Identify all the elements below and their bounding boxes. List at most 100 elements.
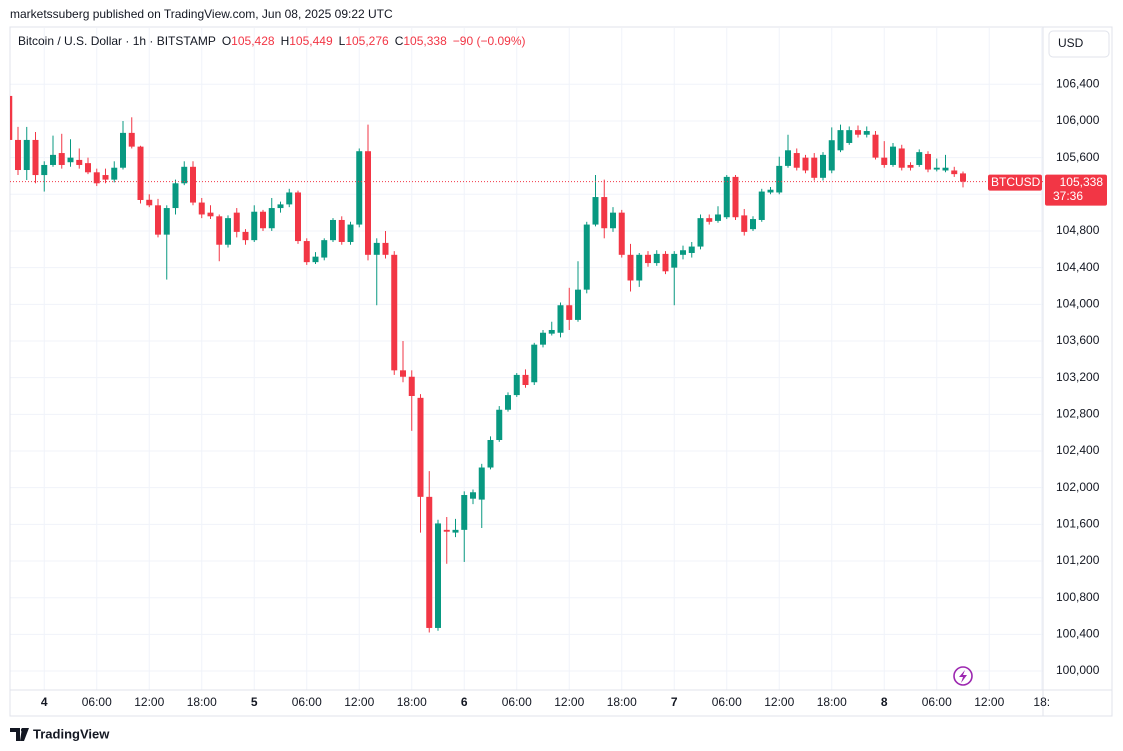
candle-body	[303, 241, 310, 263]
candle-body	[916, 152, 923, 165]
candle-body	[496, 409, 503, 441]
y-tick-label: 100,000	[1056, 663, 1100, 677]
candle-body	[802, 157, 809, 171]
price-tag-countdown: 37:36	[1053, 189, 1083, 203]
y-tick-label: 104,800	[1056, 223, 1100, 237]
candle-body	[758, 191, 765, 220]
candle-body	[76, 159, 83, 165]
candle-body	[513, 374, 520, 396]
candle-body	[548, 329, 555, 334]
legend-key: O	[222, 34, 231, 48]
x-tick-label: 12:00	[344, 695, 374, 709]
currency-label[interactable]: USD	[1058, 36, 1084, 50]
lightning-icon[interactable]	[953, 666, 973, 686]
symbol-tag-label: BTCUSD	[991, 175, 1041, 189]
candle-body	[15, 139, 21, 171]
candle-body	[610, 212, 616, 229]
candle-body	[408, 376, 415, 397]
icon-bolt[interactable]	[959, 670, 967, 683]
candle-body	[688, 246, 695, 253]
candle-body	[417, 397, 424, 497]
candle-body	[50, 154, 56, 165]
candle-body	[793, 153, 800, 168]
candle-body	[137, 146, 144, 200]
candle-body	[330, 219, 336, 241]
candle-body	[636, 254, 643, 281]
candle-body	[618, 212, 625, 255]
candle-body	[295, 192, 301, 242]
x-tick-label: 18:00	[607, 695, 637, 709]
candle-body	[321, 240, 328, 258]
candle-body	[566, 305, 573, 320]
x-tick-label: 12:00	[974, 695, 1004, 709]
candle-body	[785, 150, 791, 166]
candle-body	[163, 208, 170, 235]
logo-dot	[21, 728, 25, 732]
x-tick-label: 12:00	[134, 695, 164, 709]
candle-body	[102, 175, 109, 180]
candle-body	[426, 496, 433, 628]
candle-body	[155, 205, 161, 235]
x-tick-label: 4	[41, 695, 48, 709]
candle-body	[925, 153, 931, 170]
candle-body	[443, 529, 450, 532]
price-tag	[1045, 174, 1107, 206]
legend-value: 105,428	[231, 34, 275, 48]
candle-body	[365, 151, 371, 255]
candle-body	[373, 242, 380, 255]
candle-body	[767, 189, 774, 193]
candle-body	[111, 167, 118, 180]
icon-ring[interactable]	[953, 666, 973, 686]
candle-body	[951, 170, 958, 175]
candle-body	[452, 529, 459, 533]
publisher: marketssuberg published on TradingView.c…	[10, 7, 393, 21]
candle-body	[32, 139, 39, 176]
candle-body	[190, 166, 196, 203]
candle-body	[487, 440, 494, 468]
candle-body	[277, 204, 284, 209]
y-tick-label: 103,600	[1056, 333, 1100, 347]
candle-body	[890, 146, 896, 165]
candle-body	[723, 176, 730, 218]
x-tick-label: 12:00	[764, 695, 794, 709]
y-tick-label: 105,600	[1056, 150, 1100, 164]
legend-key: H	[281, 34, 290, 48]
candle-body	[662, 253, 669, 272]
candle-body	[233, 212, 240, 232]
brand-name: TradingView	[33, 726, 110, 741]
x-tick-label: 5	[251, 695, 258, 709]
chart-frame	[9, 26, 1113, 717]
candle-body	[575, 289, 581, 320]
candle-body	[601, 197, 608, 229]
candle-body	[863, 131, 870, 135]
candle-body	[846, 130, 853, 143]
currency-box[interactable]	[1048, 30, 1110, 58]
x-tick-label: 18:	[1033, 695, 1050, 709]
candle-body	[41, 164, 48, 176]
candle-body	[776, 165, 783, 193]
y-tick-label: 100,400	[1056, 627, 1100, 641]
candle-body	[207, 212, 214, 217]
candle-body	[10, 95, 13, 140]
x-tick-label: 18:00	[187, 695, 217, 709]
candle-body	[93, 172, 100, 184]
candle-body	[461, 495, 468, 530]
x-tick-label: 06:00	[292, 695, 322, 709]
candle-body	[181, 166, 188, 184]
candle-body	[478, 467, 485, 500]
candle-body	[592, 197, 599, 225]
candle-body	[697, 218, 704, 247]
legend-key: C	[395, 34, 404, 48]
candle-body	[58, 153, 65, 165]
candle-body	[557, 305, 564, 333]
candle-body	[85, 163, 91, 173]
candle-body	[741, 215, 748, 232]
candle-body	[907, 164, 914, 168]
candle-body	[23, 139, 30, 171]
y-tick-label: 100,800	[1056, 590, 1100, 604]
candle-body	[260, 211, 266, 229]
price-tag-value: 105,338	[1060, 175, 1104, 189]
candle-body	[172, 183, 179, 209]
